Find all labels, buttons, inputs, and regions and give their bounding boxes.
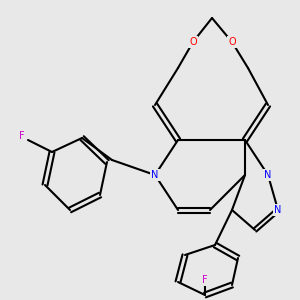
Text: O: O: [189, 37, 197, 47]
Text: N: N: [274, 205, 282, 215]
Text: F: F: [202, 275, 208, 285]
Text: N: N: [264, 170, 272, 180]
Text: O: O: [228, 37, 236, 47]
Text: F: F: [19, 131, 25, 141]
Text: N: N: [151, 170, 159, 180]
